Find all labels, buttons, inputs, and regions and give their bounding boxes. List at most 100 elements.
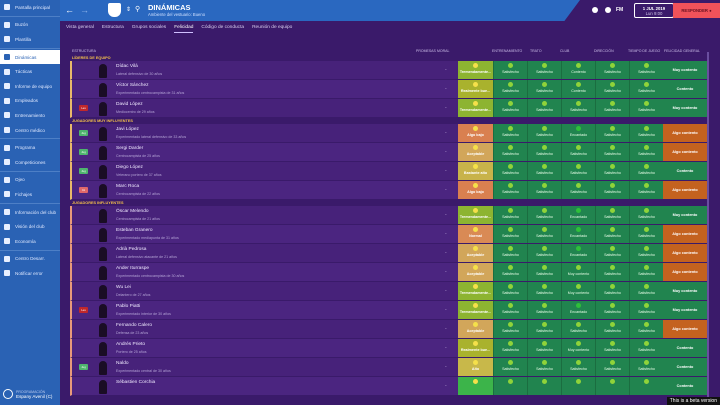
tab-0[interactable]: Vista general (66, 25, 94, 30)
happiness-cell[interactable]: Satisfecho (595, 162, 629, 180)
happiness-cell[interactable]: Muy contento (561, 339, 595, 357)
happiness-cell[interactable]: Satisfecho (561, 320, 595, 338)
happiness-cell[interactable]: Satisfecho (493, 206, 527, 224)
sidebar-item-0[interactable]: Pantalla principal (0, 0, 60, 15)
overall-happiness[interactable]: Algo contento (663, 320, 707, 338)
table-row[interactable]: Fernando Calero Defensa de 23 años - Acepta… (70, 320, 707, 339)
happiness-cell[interactable]: Encantado (561, 206, 595, 224)
player-name[interactable]: Marc Roca (116, 184, 140, 189)
happiness-cell[interactable] (595, 377, 629, 395)
player-name[interactable]: David López (116, 102, 143, 107)
sidebar-item-13[interactable]: Información del club (0, 205, 60, 220)
happiness-cell[interactable]: Satisfecho (629, 282, 663, 300)
fm-menu[interactable]: FM (616, 7, 624, 13)
happiness-cell[interactable]: Satisfecho (595, 320, 629, 338)
table-row[interactable]: Jug Javi López Experimentado lateral defen… (70, 124, 707, 143)
player-name[interactable]: Wu Lei (116, 285, 131, 290)
status-badge[interactable]: Les (79, 307, 88, 313)
sidebar-item-8[interactable]: Centro médico (0, 123, 60, 138)
happiness-cell[interactable]: Satisfecho (493, 124, 527, 142)
happiness-cell[interactable]: Muy contento (561, 282, 595, 300)
happiness-cell[interactable]: Satisfecho (595, 358, 629, 376)
sidebar-item-12[interactable]: Fichajes (0, 187, 60, 202)
happiness-cell[interactable]: Satisfecho (527, 80, 561, 98)
happiness-cell[interactable]: Satisfecho (595, 225, 629, 243)
morale-cell[interactable]: Aceptable (458, 263, 493, 281)
overall-happiness[interactable]: Muy contento (663, 282, 707, 300)
sidebar-item-2[interactable]: Plantilla (0, 32, 60, 47)
morale-cell[interactable]: Tremendamente... (458, 282, 493, 300)
happiness-cell[interactable]: Satisfecho (629, 80, 663, 98)
status-badge[interactable]: Jug (79, 168, 88, 174)
morale-cell[interactable]: Algo bajo (458, 124, 493, 142)
happiness-cell[interactable]: Satisfecho (629, 320, 663, 338)
tab-5[interactable]: Reunión de equipo (252, 25, 293, 30)
table-row[interactable]: Jug Naldo Experimentado central de 30 años… (70, 358, 707, 377)
overall-happiness[interactable]: Contento (663, 358, 707, 376)
player-name[interactable]: Pablo Piatti (116, 304, 141, 309)
morale-cell[interactable]: Alto (458, 358, 493, 376)
happiness-cell[interactable]: Satisfecho (493, 358, 527, 376)
happiness-cell[interactable]: Satisfecho (493, 320, 527, 338)
happiness-cell[interactable]: Encantado (561, 124, 595, 142)
happiness-cell[interactable]: Satisfecho (629, 339, 663, 357)
table-row[interactable]: Ander Iturraspe Experimentado centrocampi… (70, 263, 707, 282)
happiness-cell[interactable]: Satisfecho (527, 282, 561, 300)
table-row[interactable]: Int Marc Roca Centrocampista de 22 años - Al… (70, 181, 707, 200)
table-row[interactable]: Óscar Melendo Centrocampista de 21 años - T… (70, 206, 707, 225)
morale-cell[interactable] (458, 377, 493, 395)
morale-cell[interactable]: Realmente bue... (458, 80, 493, 98)
table-row[interactable]: Jug Sergi Darder Centrocampista de 25 años… (70, 143, 707, 162)
happiness-cell[interactable]: Satisfecho (493, 181, 527, 199)
happiness-cell[interactable]: Satisfecho (493, 282, 527, 300)
happiness-cell[interactable] (527, 377, 561, 395)
tab-1[interactable]: Estructura (101, 25, 124, 30)
happiness-cell[interactable]: Satisfecho (493, 80, 527, 98)
happiness-cell[interactable]: Satisfecho (527, 244, 561, 262)
happiness-cell[interactable]: Satisfecho (561, 358, 595, 376)
morale-cell[interactable]: Aceptable (458, 143, 493, 161)
search-icon[interactable]: ⚲ (135, 6, 141, 13)
morale-cell[interactable]: Tremendamente... (458, 206, 493, 224)
back-icon[interactable]: ← (65, 5, 74, 15)
happiness-cell[interactable]: Satisfecho (629, 358, 663, 376)
sidebar-item-15[interactable]: Economía (0, 234, 60, 249)
overall-happiness[interactable]: Muy contento (663, 301, 707, 319)
sidebar-item-7[interactable]: Entrenamiento (0, 108, 60, 123)
forward-icon[interactable]: → (80, 5, 89, 15)
happiness-cell[interactable]: Satisfecho (595, 244, 629, 262)
manager-profile[interactable]: PROGRAMACIÓN Espany Avenil (C) (3, 389, 52, 399)
sidebar-item-9[interactable]: Programa (0, 140, 60, 155)
table-row[interactable]: Adrià Pedrosa Lateral defensivo atacante … (70, 244, 707, 263)
table-row[interactable]: Víctor Sánchez Experimentado centrocampis… (70, 80, 707, 99)
happiness-cell[interactable]: Satisfecho (629, 225, 663, 243)
happiness-cell[interactable]: Satisfecho (595, 99, 629, 117)
happiness-cell[interactable]: Encantado (561, 225, 595, 243)
sidebar-item-6[interactable]: Empleados (0, 94, 60, 109)
player-name[interactable]: Fernando Calero (116, 323, 152, 328)
tab-4[interactable]: Código de conducta (201, 25, 245, 30)
table-row[interactable]: Dídac Vilá Lateral defensivo de 30 años - T… (70, 61, 707, 80)
player-name[interactable]: Sébastien Corchia (116, 380, 156, 385)
col-club[interactable]: CLUB (560, 49, 570, 53)
col-training[interactable]: ENTRENAMIENTO (492, 49, 523, 53)
overall-happiness[interactable]: Muy contento (663, 206, 707, 224)
player-name[interactable]: Sergi Darder (116, 146, 144, 151)
happiness-cell[interactable]: Satisfecho (493, 225, 527, 243)
overall-happiness[interactable]: Algo contento (663, 143, 707, 161)
col-treatment[interactable]: TRATO (530, 49, 542, 53)
happiness-cell[interactable]: Satisfecho (595, 143, 629, 161)
happiness-cell[interactable]: Satisfecho (595, 301, 629, 319)
respond-button[interactable]: RESPONDER ● (673, 3, 720, 18)
table-row[interactable]: Les Pablo Piatti Experimentado interior de… (70, 301, 707, 320)
happiness-cell[interactable]: Satisfecho (527, 301, 561, 319)
sidebar-item-1[interactable]: Buzón (0, 18, 60, 33)
overall-happiness[interactable]: Algo contento (663, 225, 707, 243)
player-name[interactable]: Diego López (116, 165, 143, 170)
happiness-cell[interactable]: Satisfecho (493, 162, 527, 180)
happiness-cell[interactable]: Satisfecho (527, 339, 561, 357)
happiness-cell[interactable]: Contento (561, 61, 595, 79)
happiness-cell[interactable]: Satisfecho (561, 162, 595, 180)
happiness-cell[interactable]: Satisfecho (595, 124, 629, 142)
happiness-cell[interactable]: Satisfecho (629, 263, 663, 281)
